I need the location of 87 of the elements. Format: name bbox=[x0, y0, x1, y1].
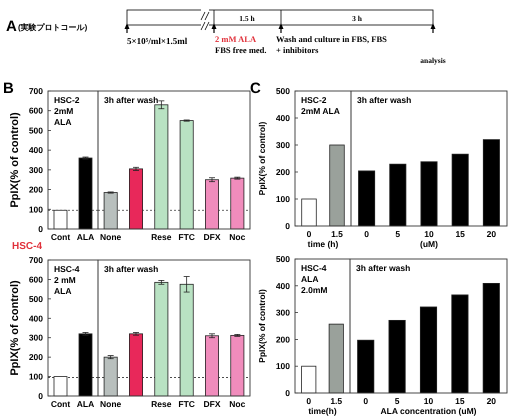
y-tick-label: 200 bbox=[276, 334, 290, 344]
y-tick-label: 500 bbox=[28, 125, 44, 136]
y-tick-label: 100 bbox=[276, 194, 290, 204]
annotation: ALA bbox=[54, 286, 72, 296]
x-tick-label: DFX bbox=[204, 399, 221, 409]
x-tick-label: 5 bbox=[394, 396, 400, 406]
y-tick-label: 100 bbox=[28, 204, 44, 214]
annotation: 3h after wash bbox=[357, 95, 412, 105]
x-tick-label: DFX bbox=[204, 232, 221, 242]
x-tick-label: 0 bbox=[306, 396, 312, 406]
y-axis-title: PpIX(% of control) bbox=[9, 280, 21, 376]
y-tick-label: 200 bbox=[28, 352, 44, 362]
x-tick-label: 15 bbox=[455, 229, 466, 239]
annotation: HSC-2 bbox=[54, 95, 80, 105]
y-axis-title: PpIX(% of control) bbox=[257, 122, 267, 196]
x-tick-label: 0 bbox=[364, 229, 370, 239]
y-tick-label: 400 bbox=[276, 280, 290, 291]
x-axis-title: ALA concentration (uM) bbox=[380, 406, 477, 416]
x-tick-label: 20 bbox=[486, 229, 496, 239]
y-tick-label: 200 bbox=[28, 184, 44, 195]
x-tick-label: 20 bbox=[486, 396, 496, 406]
x-tick-label: ALA bbox=[76, 232, 94, 242]
x-tick-label: FTC bbox=[178, 232, 195, 242]
text: FBS free med. bbox=[215, 45, 267, 55]
x-tick-label: 10 bbox=[424, 396, 434, 406]
y-tick-label: 400 bbox=[28, 145, 44, 156]
x-tick-label: 15 bbox=[455, 396, 465, 406]
annotation: 2 mM bbox=[54, 275, 76, 285]
x-tick-label: 0 bbox=[363, 396, 368, 406]
annotation: HSC-2 bbox=[301, 95, 327, 105]
y-tick-label: 300 bbox=[28, 332, 44, 343]
y-tick-label: 400 bbox=[276, 113, 290, 123]
x-tick-label: Rese bbox=[151, 399, 172, 409]
annotation: 2.0mM bbox=[301, 285, 328, 295]
x-tick-label: 5 bbox=[395, 229, 400, 239]
x-tick-label: Rese bbox=[151, 232, 172, 242]
text: 2 mM ALA bbox=[215, 34, 257, 44]
y-tick-label: 300 bbox=[28, 164, 44, 175]
chart-title: HSC-4 bbox=[12, 241, 42, 252]
x-tick-label: 0 bbox=[306, 229, 312, 239]
text: 5×10⁵/ml×1.5ml bbox=[127, 36, 188, 46]
chart-title: B bbox=[3, 80, 14, 97]
x-tick-label: ALA bbox=[76, 399, 94, 409]
y-tick-label: 500 bbox=[276, 86, 290, 96]
y-tick-label: 600 bbox=[28, 274, 44, 284]
text: A bbox=[6, 18, 17, 35]
annotation: 2mM bbox=[54, 106, 74, 116]
y-tick-label: 0 bbox=[285, 221, 290, 231]
x-tick-label: Cont bbox=[50, 399, 70, 409]
y-tick-label: 300 bbox=[276, 140, 290, 150]
y-tick-label: 100 bbox=[276, 361, 290, 372]
text: Wash and culture in FBS, FBS bbox=[276, 34, 388, 44]
x-tick-label: Cont bbox=[50, 232, 70, 242]
y-tick-label: 300 bbox=[276, 308, 290, 318]
annotation: 2mM ALA bbox=[301, 106, 340, 116]
x-tick-label: None bbox=[100, 232, 122, 242]
text: (実験プロトコール) bbox=[18, 22, 88, 32]
y-tick-label: 500 bbox=[28, 294, 44, 304]
x-tick-label: FTC bbox=[178, 399, 195, 409]
y-axis-title: PpIX(% of control) bbox=[257, 289, 267, 363]
annotation: ALA bbox=[54, 117, 72, 127]
y-tick-label: 700 bbox=[28, 86, 44, 96]
text: + inhibitors bbox=[276, 45, 320, 55]
annotation: HSC-4 bbox=[54, 264, 80, 274]
annotation: ALA bbox=[301, 274, 318, 284]
y-tick-label: 600 bbox=[28, 106, 44, 116]
annotation: 3h after wash bbox=[356, 263, 410, 273]
annotation: HSC-4 bbox=[301, 263, 327, 273]
x-axis-title: time(h) bbox=[308, 406, 337, 416]
y-axis-title: PpIX(% of control) bbox=[9, 112, 21, 208]
x-tick-label: None bbox=[100, 399, 122, 409]
x-axis-title: (uM) bbox=[420, 239, 438, 249]
y-tick-label: 100 bbox=[28, 372, 44, 382]
x-tick-label: Noc bbox=[229, 232, 246, 242]
annotation: 3h after wash bbox=[104, 264, 158, 274]
x-tick-label: 1.5 bbox=[331, 229, 344, 239]
x-tick-label: Noc bbox=[229, 399, 246, 409]
y-tick-label: 0 bbox=[285, 388, 290, 398]
x-axis-title: time (h) bbox=[308, 239, 339, 249]
x-tick-label: 1.5 bbox=[330, 396, 342, 406]
y-tick-label: 400 bbox=[28, 313, 44, 324]
chart-title: C bbox=[250, 80, 261, 97]
x-tick-label: 10 bbox=[424, 229, 434, 239]
y-tick-label: 700 bbox=[28, 255, 44, 265]
y-tick-label: 500 bbox=[276, 254, 290, 264]
y-tick-label: 200 bbox=[276, 167, 290, 177]
annotation: 3h after wash bbox=[104, 95, 158, 105]
